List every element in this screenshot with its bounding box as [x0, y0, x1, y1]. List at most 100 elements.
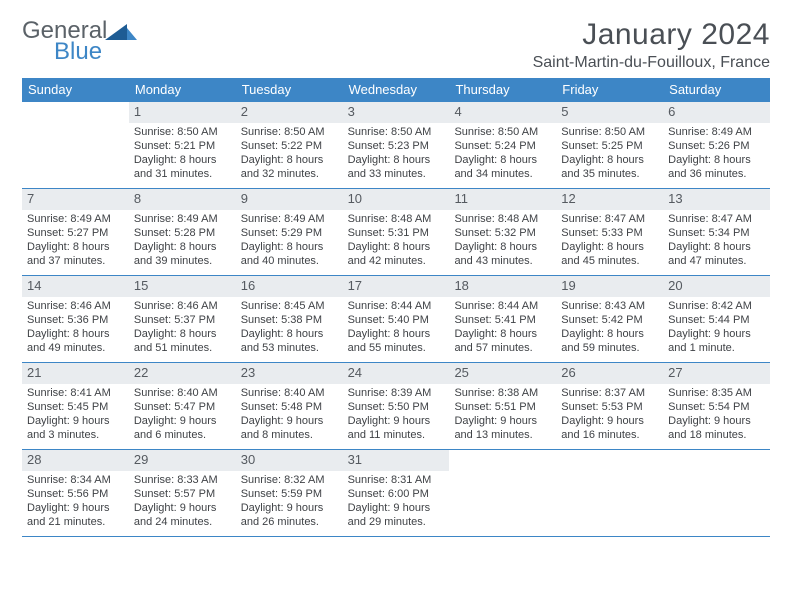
- day-header-row: SundayMondayTuesdayWednesdayThursdayFrid…: [22, 78, 770, 102]
- day-info: Sunrise: 8:33 AMSunset: 5:57 PMDaylight:…: [129, 473, 236, 533]
- daylight-line: Daylight: 8 hours: [133, 153, 232, 167]
- daylight-line: Daylight: 8 hours: [667, 153, 766, 167]
- weeks-container: 1Sunrise: 8:50 AMSunset: 5:21 PMDaylight…: [22, 102, 770, 537]
- day-number: 2: [236, 102, 343, 123]
- daylight-line: and 47 minutes.: [667, 254, 766, 268]
- daylight-line: and 18 minutes.: [667, 428, 766, 442]
- day-info: Sunrise: 8:35 AMSunset: 5:54 PMDaylight:…: [663, 386, 770, 446]
- sunrise-line: Sunrise: 8:31 AM: [347, 473, 446, 487]
- sunrise-line: Sunrise: 8:43 AM: [560, 299, 659, 313]
- daylight-line: Daylight: 8 hours: [133, 327, 232, 341]
- day-header: Monday: [129, 78, 236, 102]
- day-number: 23: [236, 363, 343, 384]
- daylight-line: and 3 minutes.: [26, 428, 125, 442]
- day-number: 8: [129, 189, 236, 210]
- day-cell: 10Sunrise: 8:48 AMSunset: 5:31 PMDayligh…: [343, 189, 450, 275]
- daylight-line: and 35 minutes.: [560, 167, 659, 181]
- sunset-line: Sunset: 5:50 PM: [347, 400, 446, 414]
- logo-triangle-icon: [105, 22, 137, 42]
- day-info: Sunrise: 8:34 AMSunset: 5:56 PMDaylight:…: [22, 473, 129, 533]
- day-cell: 14Sunrise: 8:46 AMSunset: 5:36 PMDayligh…: [22, 276, 129, 362]
- day-cell: 21Sunrise: 8:41 AMSunset: 5:45 PMDayligh…: [22, 363, 129, 449]
- day-number: 3: [343, 102, 450, 123]
- sunset-line: Sunset: 5:28 PM: [133, 226, 232, 240]
- day-cell: 15Sunrise: 8:46 AMSunset: 5:37 PMDayligh…: [129, 276, 236, 362]
- week-row: 28Sunrise: 8:34 AMSunset: 5:56 PMDayligh…: [22, 450, 770, 537]
- sunset-line: Sunset: 5:41 PM: [453, 313, 552, 327]
- sunrise-line: Sunrise: 8:45 AM: [240, 299, 339, 313]
- day-cell: 24Sunrise: 8:39 AMSunset: 5:50 PMDayligh…: [343, 363, 450, 449]
- day-number: 11: [449, 189, 556, 210]
- daylight-line: Daylight: 9 hours: [453, 414, 552, 428]
- day-header: Tuesday: [236, 78, 343, 102]
- daylight-line: and 59 minutes.: [560, 341, 659, 355]
- daylight-line: Daylight: 8 hours: [347, 153, 446, 167]
- daylight-line: Daylight: 8 hours: [560, 327, 659, 341]
- day-number: 24: [343, 363, 450, 384]
- daylight-line: Daylight: 8 hours: [240, 153, 339, 167]
- day-header: Sunday: [22, 78, 129, 102]
- sunset-line: Sunset: 5:59 PM: [240, 487, 339, 501]
- sunrise-line: Sunrise: 8:33 AM: [133, 473, 232, 487]
- sunrise-line: Sunrise: 8:32 AM: [240, 473, 339, 487]
- logo: General Blue: [22, 18, 107, 64]
- daylight-line: Daylight: 9 hours: [667, 327, 766, 341]
- sunset-line: Sunset: 5:32 PM: [453, 226, 552, 240]
- day-info: Sunrise: 8:50 AMSunset: 5:21 PMDaylight:…: [129, 125, 236, 185]
- sunset-line: Sunset: 5:44 PM: [667, 313, 766, 327]
- week-row: 7Sunrise: 8:49 AMSunset: 5:27 PMDaylight…: [22, 189, 770, 276]
- logo-text-2: Blue: [54, 39, 107, 64]
- sunset-line: Sunset: 5:45 PM: [26, 400, 125, 414]
- daylight-line: Daylight: 9 hours: [133, 501, 232, 515]
- daylight-line: Daylight: 9 hours: [240, 414, 339, 428]
- day-cell: [663, 450, 770, 536]
- sunrise-line: Sunrise: 8:34 AM: [26, 473, 125, 487]
- sunrise-line: Sunrise: 8:37 AM: [560, 386, 659, 400]
- day-info: Sunrise: 8:50 AMSunset: 5:24 PMDaylight:…: [449, 125, 556, 185]
- day-header: Thursday: [449, 78, 556, 102]
- daylight-line: and 42 minutes.: [347, 254, 446, 268]
- daylight-line: Daylight: 8 hours: [240, 240, 339, 254]
- sunrise-line: Sunrise: 8:39 AM: [347, 386, 446, 400]
- sunset-line: Sunset: 5:48 PM: [240, 400, 339, 414]
- daylight-line: Daylight: 8 hours: [347, 327, 446, 341]
- day-info: Sunrise: 8:32 AMSunset: 5:59 PMDaylight:…: [236, 473, 343, 533]
- day-number: 12: [556, 189, 663, 210]
- sunrise-line: Sunrise: 8:38 AM: [453, 386, 552, 400]
- sunrise-line: Sunrise: 8:46 AM: [26, 299, 125, 313]
- day-header: Saturday: [663, 78, 770, 102]
- daylight-line: Daylight: 8 hours: [560, 153, 659, 167]
- sunset-line: Sunset: 5:36 PM: [26, 313, 125, 327]
- day-cell: 22Sunrise: 8:40 AMSunset: 5:47 PMDayligh…: [129, 363, 236, 449]
- daylight-line: and 36 minutes.: [667, 167, 766, 181]
- sunset-line: Sunset: 5:25 PM: [560, 139, 659, 153]
- day-cell: 16Sunrise: 8:45 AMSunset: 5:38 PMDayligh…: [236, 276, 343, 362]
- day-cell: 19Sunrise: 8:43 AMSunset: 5:42 PMDayligh…: [556, 276, 663, 362]
- daylight-line: and 6 minutes.: [133, 428, 232, 442]
- day-info: Sunrise: 8:38 AMSunset: 5:51 PMDaylight:…: [449, 386, 556, 446]
- sunset-line: Sunset: 5:21 PM: [133, 139, 232, 153]
- day-cell: 29Sunrise: 8:33 AMSunset: 5:57 PMDayligh…: [129, 450, 236, 536]
- day-number: 17: [343, 276, 450, 297]
- day-number: 4: [449, 102, 556, 123]
- sunset-line: Sunset: 5:51 PM: [453, 400, 552, 414]
- sunset-line: Sunset: 5:34 PM: [667, 226, 766, 240]
- week-row: 1Sunrise: 8:50 AMSunset: 5:21 PMDaylight…: [22, 102, 770, 189]
- sunrise-line: Sunrise: 8:49 AM: [667, 125, 766, 139]
- day-info: Sunrise: 8:50 AMSunset: 5:22 PMDaylight:…: [236, 125, 343, 185]
- sunrise-line: Sunrise: 8:44 AM: [453, 299, 552, 313]
- day-info: Sunrise: 8:40 AMSunset: 5:47 PMDaylight:…: [129, 386, 236, 446]
- day-info: Sunrise: 8:49 AMSunset: 5:27 PMDaylight:…: [22, 212, 129, 272]
- day-number: 18: [449, 276, 556, 297]
- day-number: 10: [343, 189, 450, 210]
- sunset-line: Sunset: 5:38 PM: [240, 313, 339, 327]
- sunrise-line: Sunrise: 8:46 AM: [133, 299, 232, 313]
- daylight-line: Daylight: 8 hours: [133, 240, 232, 254]
- day-cell: 31Sunrise: 8:31 AMSunset: 6:00 PMDayligh…: [343, 450, 450, 536]
- daylight-line: and 37 minutes.: [26, 254, 125, 268]
- day-info: Sunrise: 8:31 AMSunset: 6:00 PMDaylight:…: [343, 473, 450, 533]
- daylight-line: and 49 minutes.: [26, 341, 125, 355]
- daylight-line: Daylight: 9 hours: [26, 414, 125, 428]
- daylight-line: and 13 minutes.: [453, 428, 552, 442]
- day-info: Sunrise: 8:49 AMSunset: 5:29 PMDaylight:…: [236, 212, 343, 272]
